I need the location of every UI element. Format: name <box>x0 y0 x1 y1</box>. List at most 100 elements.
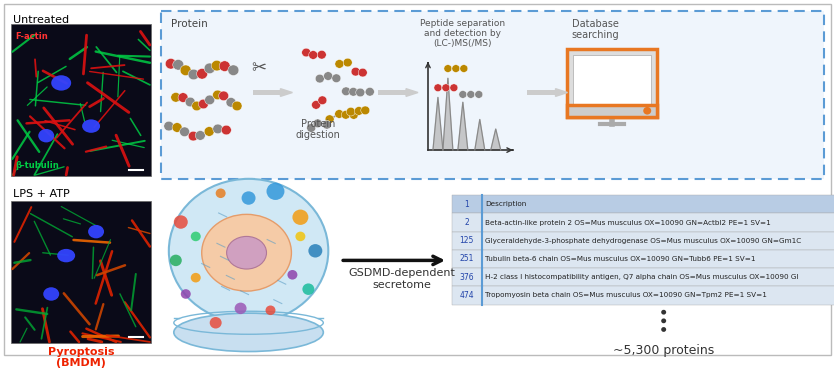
Bar <box>452 214 835 232</box>
Text: Protein: Protein <box>171 19 208 29</box>
Text: 2: 2 <box>464 218 469 227</box>
Ellipse shape <box>169 179 328 323</box>
Circle shape <box>343 58 352 67</box>
Bar <box>378 90 406 95</box>
Bar <box>452 232 835 250</box>
Circle shape <box>661 318 666 323</box>
Text: Database
searching: Database searching <box>571 19 619 40</box>
Ellipse shape <box>202 214 291 291</box>
Circle shape <box>180 65 191 76</box>
Circle shape <box>306 124 316 132</box>
Ellipse shape <box>174 313 323 352</box>
Circle shape <box>199 99 209 109</box>
Circle shape <box>296 232 306 241</box>
Circle shape <box>335 60 344 68</box>
Circle shape <box>195 131 205 140</box>
Circle shape <box>226 97 236 107</box>
Circle shape <box>172 123 182 132</box>
Ellipse shape <box>43 287 59 301</box>
Text: GSDMD-dependent
secretome: GSDMD-dependent secretome <box>348 268 455 290</box>
Circle shape <box>317 51 326 59</box>
Polygon shape <box>555 89 568 96</box>
Text: Protein
digestion: Protein digestion <box>296 119 341 141</box>
Polygon shape <box>443 78 453 150</box>
Circle shape <box>643 107 651 115</box>
Circle shape <box>215 189 225 198</box>
Text: Beta-actin-like protein 2 OS=Mus musculus OX=10090 GN=Actbl2 PE=1 SV=1: Beta-actin-like protein 2 OS=Mus musculu… <box>485 219 771 225</box>
Text: 251: 251 <box>459 254 474 263</box>
Circle shape <box>188 69 199 80</box>
Text: Pyroptosis
(BMDM): Pyroptosis (BMDM) <box>48 347 114 368</box>
Circle shape <box>366 87 374 96</box>
Circle shape <box>190 232 200 241</box>
Circle shape <box>349 110 358 119</box>
Bar <box>252 90 281 95</box>
Circle shape <box>356 88 365 97</box>
Circle shape <box>213 90 223 100</box>
Circle shape <box>219 91 229 101</box>
Text: 125: 125 <box>459 236 474 245</box>
Circle shape <box>173 60 184 70</box>
Circle shape <box>232 101 242 111</box>
Circle shape <box>322 121 331 129</box>
Circle shape <box>459 91 467 98</box>
Circle shape <box>434 84 442 92</box>
Text: β-tubulin: β-tubulin <box>15 161 59 170</box>
Ellipse shape <box>226 237 266 269</box>
Bar <box>568 105 657 116</box>
Circle shape <box>205 127 215 136</box>
Circle shape <box>442 84 450 92</box>
Circle shape <box>178 93 188 102</box>
Ellipse shape <box>89 225 104 238</box>
Circle shape <box>347 108 356 116</box>
Circle shape <box>444 65 452 73</box>
Circle shape <box>219 61 230 71</box>
Circle shape <box>324 72 332 80</box>
Circle shape <box>174 215 188 229</box>
Circle shape <box>325 115 334 124</box>
FancyBboxPatch shape <box>568 49 657 116</box>
Circle shape <box>452 65 460 73</box>
Circle shape <box>287 270 297 280</box>
Polygon shape <box>281 89 292 96</box>
Polygon shape <box>458 102 468 150</box>
Circle shape <box>205 95 215 105</box>
Bar <box>12 25 151 176</box>
Circle shape <box>292 209 308 225</box>
Circle shape <box>235 302 246 314</box>
Bar <box>527 90 555 95</box>
Text: ~5,300 proteins: ~5,300 proteins <box>613 344 714 357</box>
Text: Tubulin beta-6 chain OS=Mus musculus OX=10090 GN=Tubb6 PE=1 SV=1: Tubulin beta-6 chain OS=Mus musculus OX=… <box>485 256 756 262</box>
Circle shape <box>181 289 190 299</box>
Text: Glyceraldehyde-3-phosphate dehydrogenase OS=Mus musculus OX=10090 GN=Gm1C: Glyceraldehyde-3-phosphate dehydrogenase… <box>485 238 801 244</box>
Circle shape <box>221 125 231 135</box>
Text: F-actin: F-actin <box>15 32 48 41</box>
Bar <box>452 195 835 214</box>
Circle shape <box>358 68 367 77</box>
Text: 376: 376 <box>459 273 474 282</box>
Circle shape <box>318 96 326 105</box>
Circle shape <box>349 87 358 96</box>
Text: ✂: ✂ <box>251 60 266 77</box>
Circle shape <box>661 310 666 315</box>
Ellipse shape <box>38 129 54 142</box>
Text: LPS + ATP: LPS + ATP <box>13 189 70 199</box>
Text: Tropomyosin beta chain OS=Mus musculus OX=10090 GN=Tpm2 PE=1 SV=1: Tropomyosin beta chain OS=Mus musculus O… <box>485 292 767 298</box>
Polygon shape <box>475 119 485 150</box>
Circle shape <box>467 91 475 98</box>
Circle shape <box>165 58 176 69</box>
Bar <box>12 201 151 343</box>
Ellipse shape <box>82 119 100 133</box>
Circle shape <box>475 91 483 98</box>
Circle shape <box>309 51 317 59</box>
Text: Untreated: Untreated <box>13 15 69 25</box>
Circle shape <box>189 131 198 141</box>
Circle shape <box>331 74 341 83</box>
Circle shape <box>313 119 322 128</box>
Text: Peptide separation
and detection by
(LC-)MS(/MS): Peptide separation and detection by (LC-… <box>420 19 505 48</box>
Circle shape <box>164 121 174 131</box>
Circle shape <box>266 183 285 200</box>
Circle shape <box>342 87 351 96</box>
Bar <box>161 11 823 179</box>
Circle shape <box>210 317 221 328</box>
